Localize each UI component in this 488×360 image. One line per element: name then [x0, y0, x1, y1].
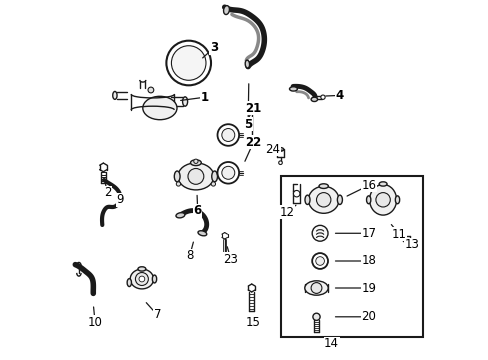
Ellipse shape	[211, 171, 217, 182]
Ellipse shape	[318, 184, 328, 189]
Ellipse shape	[127, 279, 131, 287]
Text: 6: 6	[193, 204, 202, 217]
Ellipse shape	[244, 60, 249, 68]
Text: 19: 19	[361, 282, 375, 294]
Text: 21: 21	[245, 102, 261, 114]
Circle shape	[148, 87, 153, 93]
Ellipse shape	[198, 231, 206, 236]
Circle shape	[222, 166, 234, 179]
Circle shape	[193, 159, 198, 163]
Circle shape	[135, 273, 148, 285]
Ellipse shape	[308, 186, 338, 213]
Ellipse shape	[277, 148, 283, 151]
Circle shape	[166, 41, 211, 85]
Circle shape	[404, 246, 407, 249]
Text: 23: 23	[223, 253, 238, 266]
Circle shape	[311, 253, 327, 269]
Circle shape	[278, 161, 282, 165]
Ellipse shape	[182, 97, 187, 106]
Circle shape	[222, 129, 234, 141]
Ellipse shape	[138, 267, 145, 271]
Circle shape	[312, 313, 320, 320]
Circle shape	[310, 283, 321, 293]
Ellipse shape	[174, 171, 180, 182]
Circle shape	[315, 257, 324, 265]
Ellipse shape	[289, 87, 297, 91]
Text: 22: 22	[245, 136, 261, 149]
Text: 14: 14	[324, 337, 338, 350]
Ellipse shape	[130, 269, 153, 289]
Ellipse shape	[176, 213, 184, 218]
Circle shape	[187, 168, 203, 184]
Text: 3: 3	[209, 41, 218, 54]
Circle shape	[176, 182, 180, 186]
Circle shape	[171, 46, 205, 80]
Text: 12: 12	[279, 206, 294, 219]
Ellipse shape	[305, 195, 309, 204]
Text: 16: 16	[361, 179, 375, 192]
Text: 4: 4	[335, 89, 344, 102]
Ellipse shape	[378, 182, 386, 186]
Text: 2: 2	[104, 186, 111, 199]
Circle shape	[293, 190, 299, 197]
Ellipse shape	[337, 195, 342, 204]
Ellipse shape	[223, 6, 229, 14]
Text: 7: 7	[153, 309, 161, 321]
Circle shape	[311, 225, 327, 241]
Text: 8: 8	[186, 249, 193, 262]
Ellipse shape	[366, 196, 370, 204]
Text: 10: 10	[87, 316, 102, 329]
Bar	[280, 176, 422, 337]
Text: 5: 5	[244, 118, 252, 131]
Circle shape	[139, 276, 144, 282]
Ellipse shape	[142, 96, 177, 120]
Ellipse shape	[113, 91, 117, 99]
Text: 18: 18	[361, 255, 375, 267]
Circle shape	[316, 193, 330, 207]
Circle shape	[217, 162, 239, 184]
Ellipse shape	[394, 196, 399, 204]
Text: 17: 17	[361, 227, 375, 240]
Ellipse shape	[178, 163, 213, 190]
Circle shape	[217, 124, 239, 146]
Text: 20: 20	[361, 310, 375, 323]
Ellipse shape	[304, 281, 327, 295]
Ellipse shape	[190, 160, 201, 166]
Text: 13: 13	[404, 238, 419, 251]
Text: 15: 15	[245, 316, 260, 329]
Ellipse shape	[152, 275, 156, 283]
Circle shape	[211, 182, 215, 186]
Text: 1: 1	[201, 91, 208, 104]
Ellipse shape	[310, 97, 317, 102]
Ellipse shape	[369, 184, 396, 215]
Text: 9: 9	[116, 193, 124, 206]
Circle shape	[375, 193, 389, 207]
Text: 24: 24	[264, 143, 280, 156]
Text: 11: 11	[391, 228, 406, 240]
Circle shape	[320, 95, 325, 99]
